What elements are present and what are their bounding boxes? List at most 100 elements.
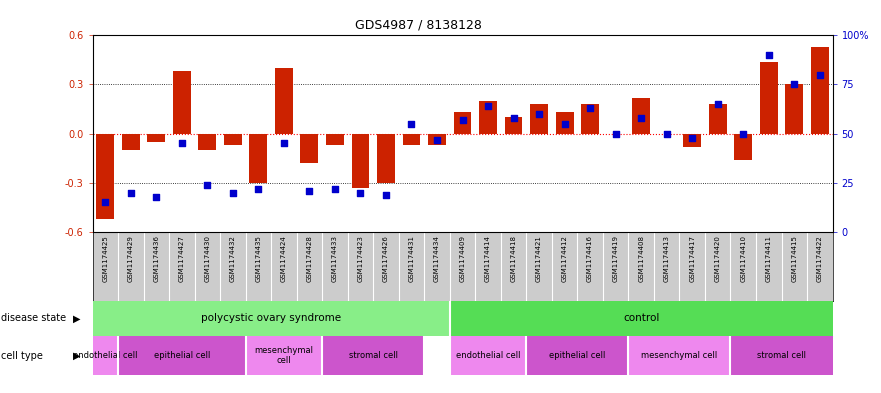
Bar [730,232,756,301]
Text: GSM1174408: GSM1174408 [638,235,644,282]
Text: ▶: ▶ [73,351,81,361]
Point [532,111,546,117]
Text: GDS4987 / 8138128: GDS4987 / 8138128 [355,18,482,31]
Point [481,103,495,109]
Point [328,185,342,192]
Text: GSM1174411: GSM1174411 [766,235,772,282]
Bar [475,232,500,301]
Bar [526,232,552,301]
Bar [122,134,140,150]
Bar [530,104,548,134]
Bar [220,232,246,301]
Bar [322,336,425,375]
Bar [246,336,322,375]
Point [277,140,291,147]
Text: GSM1174428: GSM1174428 [307,235,313,282]
Bar [195,232,220,301]
Bar [93,336,118,375]
Text: stromal cell: stromal cell [349,351,397,360]
Bar [271,232,297,301]
Point [149,193,163,200]
Text: GSM1174418: GSM1174418 [511,235,516,282]
Bar [348,232,374,301]
Text: GSM1174414: GSM1174414 [485,235,491,282]
Bar [679,232,705,301]
Bar [633,97,650,134]
Text: GSM1174431: GSM1174431 [409,235,414,282]
Text: GSM1174420: GSM1174420 [714,235,721,282]
Point [507,115,521,121]
Bar [785,84,803,134]
Bar [556,112,574,134]
Text: GSM1174410: GSM1174410 [740,235,746,282]
Text: polycystic ovary syndrome: polycystic ovary syndrome [201,313,341,323]
Text: GSM1174425: GSM1174425 [102,235,108,282]
Bar [144,232,169,301]
Bar [374,232,399,301]
Text: cell type: cell type [1,351,43,361]
Bar [425,232,450,301]
Bar [781,232,807,301]
Point [174,140,189,147]
Bar [93,301,450,336]
Bar [581,104,599,134]
Text: GSM1174427: GSM1174427 [179,235,185,282]
Bar [297,232,322,301]
Bar [628,336,730,375]
Bar [811,47,829,134]
Bar [275,68,292,134]
Bar [118,232,144,301]
Point [813,72,827,78]
Bar [326,134,344,145]
Text: GSM1174419: GSM1174419 [612,235,618,282]
Text: epithelial cell: epithelial cell [549,351,605,360]
Point [430,136,444,143]
Point [685,134,700,141]
Text: GSM1174432: GSM1174432 [230,235,236,282]
Bar [454,112,471,134]
Text: GSM1174423: GSM1174423 [358,235,364,282]
Text: disease state: disease state [1,313,66,323]
Text: endothelial cell: endothelial cell [73,351,137,360]
Text: GSM1174435: GSM1174435 [255,235,262,282]
Bar [505,117,522,134]
Text: mesenchymal cell: mesenchymal cell [641,351,717,360]
Point [609,130,623,137]
Point [353,189,367,196]
Point [660,130,674,137]
Text: GSM1174429: GSM1174429 [128,235,134,282]
Bar [807,232,833,301]
Point [200,182,214,188]
Bar [603,232,628,301]
Point [251,185,265,192]
Bar [552,232,577,301]
Bar [500,232,526,301]
Point [98,199,112,206]
Text: mesenchymal
cell: mesenchymal cell [255,346,314,365]
Point [788,81,802,88]
Bar [377,134,395,183]
Bar [147,134,166,142]
Bar [628,232,654,301]
Bar [684,134,701,147]
Bar [577,232,603,301]
Bar [709,104,727,134]
Bar [403,134,420,145]
Bar [428,134,446,145]
Text: GSM1174434: GSM1174434 [434,235,440,282]
Point [302,187,316,194]
Bar [352,134,369,187]
Point [711,101,725,107]
Bar [450,301,833,336]
Bar [450,232,475,301]
Bar [300,134,318,163]
Bar [224,134,241,145]
Text: GSM1174421: GSM1174421 [536,235,542,282]
Bar [734,134,752,160]
Text: endothelial cell: endothelial cell [455,351,521,360]
Point [762,52,776,58]
Bar [169,232,195,301]
Bar [322,232,348,301]
Point [634,115,648,121]
Text: GSM1174424: GSM1174424 [281,235,287,282]
